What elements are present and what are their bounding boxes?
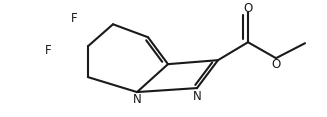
Text: O: O (243, 2, 253, 15)
Text: F: F (45, 44, 51, 57)
Text: O: O (271, 58, 281, 71)
Text: N: N (193, 90, 201, 103)
Text: F: F (71, 12, 77, 25)
Text: N: N (133, 93, 141, 106)
